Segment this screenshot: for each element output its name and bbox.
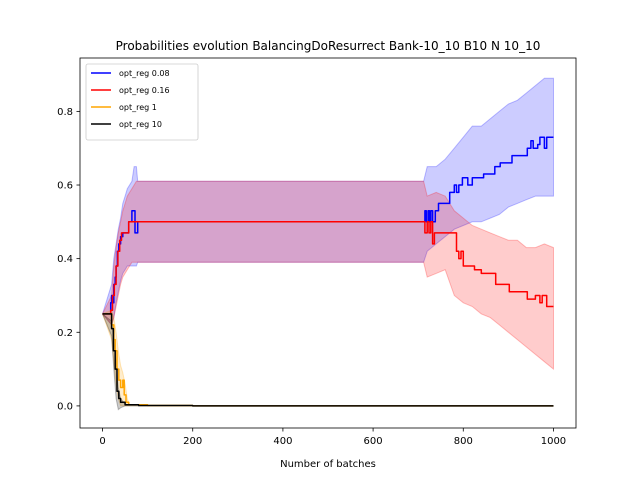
y-tick-label: 0.8 [57, 107, 73, 118]
x-axis-ticks: 0 200 400 600 800 1000 [99, 428, 566, 447]
x-axis-label: Number of batches [280, 459, 376, 470]
band-series-2 [101, 180, 554, 371]
legend-frame [85, 63, 199, 141]
plot-frame [79, 57, 577, 429]
chart-title: Probabilities evolution BalancingDoResur… [116, 39, 541, 53]
x-tick-label: 400 [273, 436, 292, 447]
legend-label: opt_reg 0.08 [119, 69, 170, 78]
y-tick-label: 0.4 [57, 254, 73, 265]
line-series-2 [102, 221, 554, 315]
x-tick-label: 200 [183, 436, 202, 447]
x-tick-label: 600 [364, 436, 383, 447]
y-tick-label: 0.0 [57, 401, 73, 412]
legend-label: opt_reg 10 [119, 120, 162, 129]
y-tick-label: 0.6 [57, 181, 73, 192]
legend: opt_reg 0.08 opt_reg 0.16 opt_reg 1 opt_reg… [85, 63, 199, 141]
y-axis-ticks: 0.0 0.2 0.4 0.6 0.8 [57, 107, 80, 412]
x-tick-label: 1000 [541, 436, 566, 447]
x-tick-label: 0 [99, 436, 105, 447]
series-lines [102, 136, 554, 407]
line-series-1 [102, 136, 554, 315]
line-series-4 [102, 313, 554, 407]
legend-label: opt_reg 1 [119, 103, 157, 112]
x-tick-label: 800 [454, 436, 473, 447]
y-tick-label: 0.2 [57, 328, 73, 339]
legend-label: opt_reg 0.16 [119, 86, 170, 95]
